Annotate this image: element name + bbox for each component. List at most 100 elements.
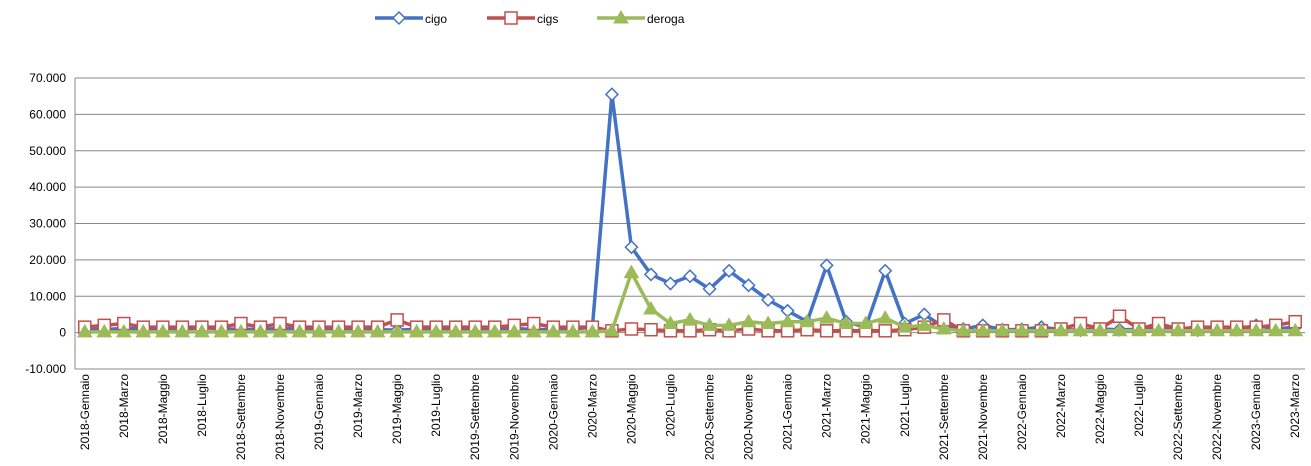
marker	[974, 322, 991, 337]
legend-marker	[504, 11, 518, 25]
x-tick-label: 2020-Settembre	[703, 374, 717, 460]
marker	[194, 323, 210, 338]
x-tick-label: 2021-Gennaio	[781, 374, 795, 450]
x-tick-label: 2021-Luglio	[898, 374, 912, 437]
x-tick-label: 2018-Maggio	[156, 374, 170, 444]
x-tick-label: 2022-Maggio	[1093, 374, 1107, 444]
x-tick-label: 2019-Maggio	[390, 374, 404, 444]
marker	[272, 323, 288, 338]
x-tick-label: 2018-Luglio	[195, 374, 209, 437]
marker	[1072, 322, 1089, 337]
marker	[624, 240, 639, 255]
legend-marker	[391, 10, 407, 26]
marker	[1189, 322, 1206, 337]
y-tick-label: 60.000	[29, 107, 66, 121]
marker	[545, 323, 562, 338]
marker	[1092, 322, 1108, 337]
marker	[799, 313, 816, 328]
marker	[819, 324, 834, 338]
marker	[721, 317, 737, 331]
legend-label: cigs	[537, 12, 558, 26]
marker	[819, 258, 834, 273]
marker	[916, 317, 933, 331]
y-tick-label: 0	[59, 326, 66, 340]
x-tick-label: 2019-Novembre	[507, 374, 521, 460]
marker	[1033, 322, 1050, 337]
marker	[682, 269, 698, 284]
x-tick-label: 2023-Marzo	[1288, 374, 1302, 438]
y-tick-label: 40.000	[29, 180, 66, 194]
x-tick-label: 2018-Marzo	[117, 374, 131, 438]
marker	[624, 322, 639, 336]
marker	[213, 323, 230, 338]
x-tick-label: 2018-Settembre	[234, 374, 248, 460]
y-tick-label: 20.000	[29, 253, 66, 267]
marker	[428, 323, 445, 338]
marker	[760, 315, 776, 330]
x-tick-label: 2019-Settembre	[468, 374, 482, 460]
marker	[408, 323, 425, 338]
x-tick-label: 2020-Gennaio	[546, 374, 560, 450]
marker	[1014, 322, 1030, 337]
x-tick-label: 2020-Marzo	[585, 374, 599, 438]
marker	[682, 311, 698, 326]
marker	[877, 310, 894, 324]
legend-item: cigo	[375, 12, 447, 26]
marker	[955, 322, 972, 337]
x-tick-label: 2022-Marzo	[1054, 374, 1068, 438]
marker	[643, 267, 659, 282]
x-tick-label: 2019-Luglio	[429, 374, 443, 437]
marker	[350, 323, 366, 338]
marker	[1209, 322, 1226, 337]
x-tick-label: 2021-Settembre	[937, 374, 951, 460]
marker	[447, 323, 464, 338]
legend-label: cigo	[425, 12, 447, 26]
marker	[1170, 322, 1186, 337]
marker	[761, 292, 776, 307]
marker	[291, 323, 308, 338]
marker	[935, 320, 952, 335]
marker	[467, 323, 484, 338]
marker	[702, 281, 717, 297]
marker	[584, 323, 601, 338]
marker	[174, 323, 191, 338]
marker	[878, 263, 893, 278]
x-tick-label: 2018-Gennaio	[78, 374, 92, 450]
marker	[76, 323, 93, 338]
marker	[311, 323, 327, 338]
marker	[1111, 322, 1128, 337]
marker	[389, 323, 406, 338]
y-tick-label: 50.000	[29, 144, 66, 158]
x-tick-label: 2022-Gennaio	[1015, 374, 1029, 450]
marker	[96, 323, 113, 338]
marker	[1150, 322, 1167, 337]
legend-label: deroga	[647, 12, 685, 26]
marker	[330, 323, 347, 338]
marker	[1228, 322, 1245, 337]
marker	[721, 263, 737, 278]
x-tick-label: 2020-Maggio	[624, 374, 638, 444]
x-tick-label: 2022-Luglio	[1132, 374, 1146, 437]
marker	[663, 276, 678, 291]
marker	[1267, 322, 1284, 337]
marker	[233, 323, 249, 338]
series-line	[84, 92, 1296, 332]
x-tick-label: 2018-Novembre	[273, 374, 287, 460]
y-tick-label: -10.000	[25, 362, 66, 376]
x-tick-label: 2019-Gennaio	[312, 374, 326, 450]
marker	[369, 323, 386, 338]
marker	[486, 323, 503, 338]
marker	[1248, 322, 1265, 337]
marker	[1287, 322, 1304, 337]
marker	[252, 323, 269, 338]
marker	[857, 315, 874, 330]
legend-item: cigs	[487, 12, 558, 26]
marker	[644, 322, 658, 337]
x-tick-label: 2022-Settembre	[1171, 374, 1185, 460]
marker	[154, 323, 171, 338]
marker	[525, 323, 542, 338]
y-tick-label: 30.000	[29, 217, 66, 231]
marker	[838, 315, 855, 330]
marker	[683, 324, 697, 338]
x-tick-label: 2021-Novembre	[976, 374, 990, 460]
